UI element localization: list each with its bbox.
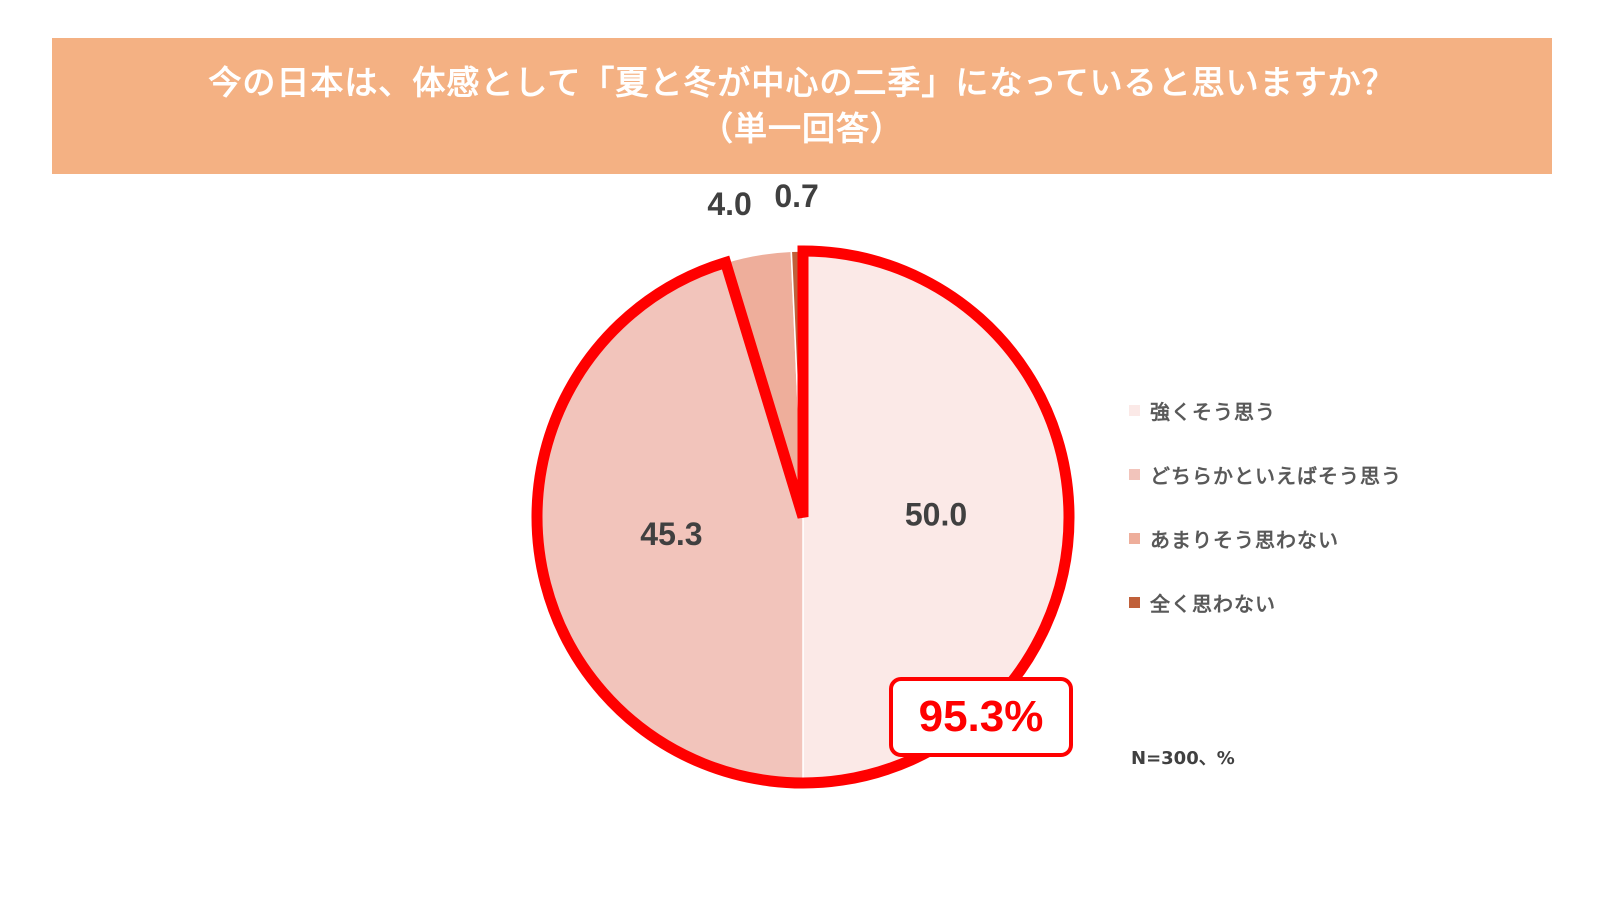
legend-swatch	[1129, 468, 1140, 480]
legend-swatch	[1129, 596, 1140, 608]
highlight-outline	[531, 245, 1075, 789]
data-label: 0.7	[774, 178, 818, 214]
data-label: 4.0	[707, 186, 751, 222]
legend-item: どちらかといえばそう思う	[1129, 442, 1402, 506]
title-banner: 今の日本は、体感として「夏と冬が中心の二季」になっていると思いますか？ （単一回…	[52, 38, 1552, 174]
legend-label: 強くそう思う	[1150, 399, 1276, 424]
legend-label: あまりそう思わない	[1150, 527, 1339, 552]
legend: 強くそう思う どちらかといえばそう思う あまりそう思わない 全く思わない	[1129, 378, 1402, 634]
legend-item: 強くそう思う	[1129, 378, 1402, 442]
legend-item: 全く思わない	[1129, 570, 1402, 634]
data-label: 45.3	[640, 516, 702, 552]
legend-label: どちらかといえばそう思う	[1150, 463, 1402, 488]
legend-swatch	[1129, 532, 1140, 544]
highlight-callout: 95.3%	[889, 677, 1073, 757]
legend-label: 全く思わない	[1150, 591, 1276, 616]
sample-note: N=300、%	[1131, 748, 1235, 769]
legend-item: あまりそう思わない	[1129, 506, 1402, 570]
chart-subtitle: （単一回答）	[700, 109, 904, 148]
chart-title: 今の日本は、体感として「夏と冬が中心の二季」になっていると思いますか？	[208, 63, 1396, 102]
legend-swatch	[1129, 404, 1140, 416]
data-label: 50.0	[905, 496, 967, 532]
